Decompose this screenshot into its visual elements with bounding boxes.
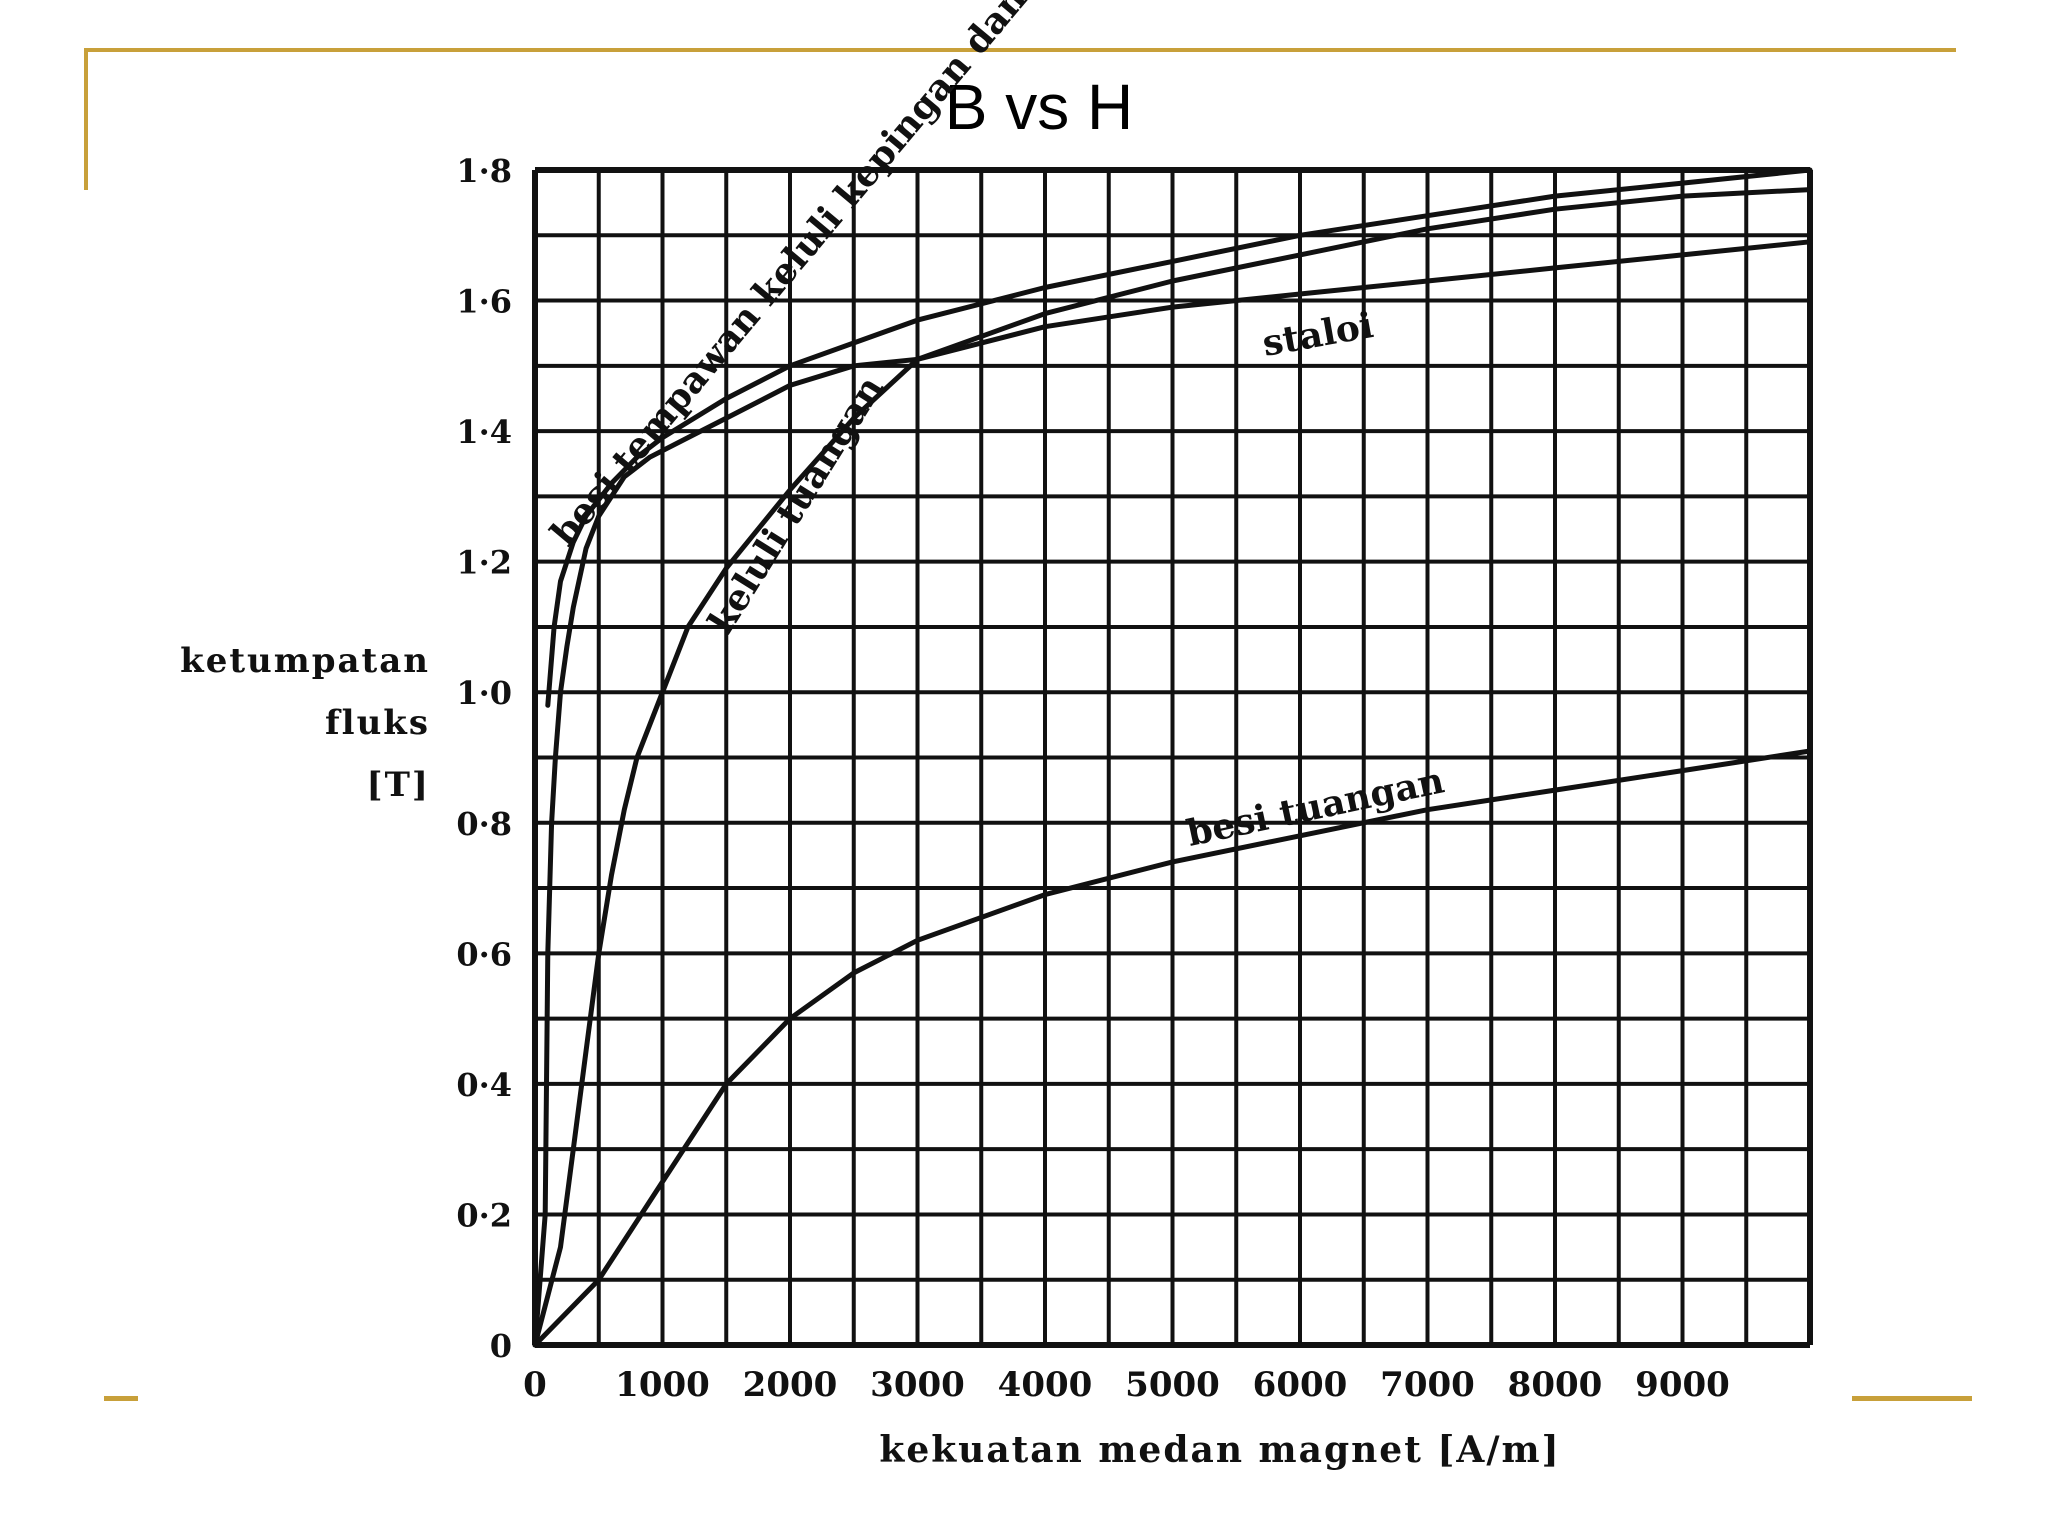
x-tick-label: 9000 xyxy=(1635,1365,1730,1405)
y-axis-label-line-2: fluks xyxy=(325,703,430,743)
series-line-2 xyxy=(532,239,1813,1348)
x-axis-label: kekuatan medan magnet [A/m] xyxy=(879,1429,1560,1471)
y-tick-label: 1·4 xyxy=(456,413,512,451)
x-tick-label: 1000 xyxy=(615,1365,710,1405)
series-label-staloi: staloi xyxy=(1259,304,1376,365)
y-axis-label-line-3: [T] xyxy=(367,765,430,805)
series-line-1 xyxy=(545,167,1813,708)
ticks-layer: 0 1000 2000 3000 4000 5000 6000 7000 8000 9000 0 0·… xyxy=(456,152,1729,1405)
series-label-keluli-tuangan: keluli tuangan xyxy=(700,369,892,641)
y-axis-label-line-1: ketumpatan xyxy=(180,641,430,681)
x-tick-label: 0 xyxy=(523,1365,547,1405)
y-tick-label: 1·8 xyxy=(456,152,512,190)
y-tick-label: 0 xyxy=(490,1327,512,1365)
left-rule xyxy=(84,48,88,190)
series-line-3 xyxy=(532,187,1813,1348)
y-tick-label: 1·0 xyxy=(456,674,512,712)
top-rule xyxy=(88,48,1956,52)
y-tick-label: 1·2 xyxy=(456,544,512,582)
y-tick-label: 1·6 xyxy=(456,283,512,321)
bottom-rule-left xyxy=(104,1396,138,1401)
y-tick-label: 0·2 xyxy=(456,1196,512,1234)
x-tick-label: 7000 xyxy=(1380,1365,1475,1405)
series-line-4 xyxy=(532,748,1813,1348)
series-layer xyxy=(532,167,1813,1348)
y-tick-label: 0·6 xyxy=(456,935,512,973)
slide-title: B vs H xyxy=(944,71,1134,143)
x-tick-label: 6000 xyxy=(1253,1365,1348,1405)
x-tick-label: 5000 xyxy=(1125,1365,1220,1405)
series-label-besi-tuangan: besi tuangan xyxy=(1183,759,1448,854)
x-tick-label: 4000 xyxy=(998,1365,1093,1405)
bottom-rule-right xyxy=(1852,1396,1972,1401)
grid xyxy=(532,167,1813,1348)
x-tick-label: 8000 xyxy=(1508,1365,1603,1405)
y-tick-label: 0·4 xyxy=(456,1066,512,1104)
x-tick-label: 2000 xyxy=(743,1365,838,1405)
y-tick-label: 0·8 xyxy=(456,805,512,843)
x-tick-label: 3000 xyxy=(870,1365,965,1405)
